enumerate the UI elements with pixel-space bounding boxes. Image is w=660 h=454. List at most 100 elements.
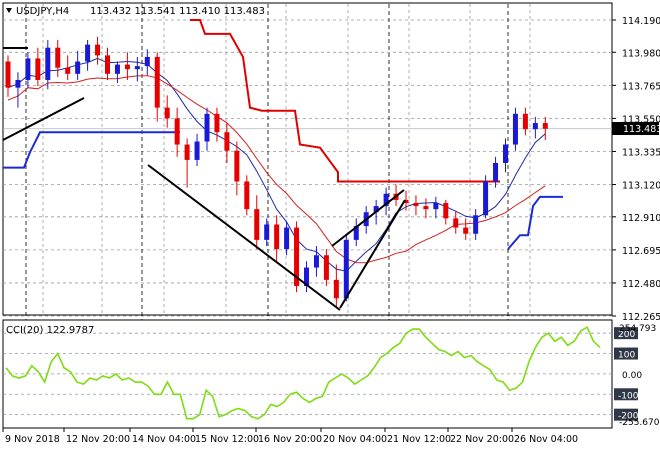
cci-level-label: 0.00	[622, 371, 642, 381]
candle-body	[542, 123, 548, 129]
candle-body	[35, 58, 41, 80]
candle-body	[184, 144, 190, 160]
candle-body	[164, 107, 170, 119]
price-tick-label: 113.120	[622, 181, 660, 192]
time-tick-label: 9 Nov 2018	[5, 434, 60, 445]
price-tick-label: 114.190	[622, 16, 660, 27]
cci-axis: 200 100 0.00 -100 -200	[614, 327, 642, 422]
cci-line	[5, 325, 601, 420]
candle-body	[25, 58, 31, 80]
time-tick-label: 14 Nov 04:00	[132, 434, 196, 445]
current-price-tag	[612, 122, 659, 135]
candle-body	[204, 113, 210, 142]
time-tick-label: 21 Nov 12:00	[387, 434, 451, 445]
candle-body	[174, 118, 180, 145]
candle-body	[333, 279, 339, 299]
candle-body	[383, 193, 389, 207]
support-stop-line-2	[507, 195, 563, 250]
candle-body	[304, 267, 309, 287]
triangle-down-icon[interactable]	[6, 8, 12, 13]
price-axis[interactable]: 114.190 113.980 113.765 113.550 113.335 113.1…	[612, 16, 660, 323]
cci-title: CCI(20) 122.9787	[6, 325, 94, 336]
candle-body	[284, 227, 290, 250]
candle-body	[55, 47, 61, 68]
cci-min-label: -255.6701	[619, 418, 660, 428]
candle-body	[234, 150, 240, 182]
ohlc-values: 113.432 113.541 113.410 113.483	[90, 6, 265, 17]
candle-body	[522, 113, 528, 130]
candle-body	[323, 255, 329, 280]
cci-level-tag	[614, 327, 638, 340]
trendlines[interactable]	[2, 47, 406, 311]
time-tick-label: 16 Nov 20:00	[258, 434, 322, 445]
candle-body	[105, 55, 110, 74]
candle-body	[95, 44, 101, 56]
candle-body	[294, 227, 300, 287]
candle-body	[423, 206, 429, 210]
time-tick-label: 15 Nov 12:00	[195, 434, 259, 445]
candle-body	[65, 67, 71, 74]
resistance-stop-line	[190, 19, 500, 183]
cci-max-label: 254.793	[619, 324, 656, 334]
candle-body	[512, 113, 518, 145]
candle-body	[453, 218, 459, 228]
candle-body	[403, 199, 409, 203]
cci-level-tag	[614, 408, 638, 421]
candle-body	[114, 64, 120, 74]
candle-body	[274, 224, 280, 250]
trendline[interactable]	[2, 97, 85, 141]
cci-level-label: -100	[618, 391, 639, 401]
price-tick-label: 112.265	[622, 312, 660, 323]
candle-body	[532, 123, 538, 130]
candle-body	[5, 61, 11, 88]
price-tick-label: 113.765	[622, 81, 660, 92]
candles	[5, 36, 548, 308]
cci-level-label: -200	[618, 412, 639, 422]
price-tick-label: 113.335	[622, 147, 660, 158]
main-plot-area[interactable]	[2, 2, 613, 316]
candle-body	[214, 113, 220, 133]
cci-level-label: 200	[618, 330, 635, 340]
time-tick-label: 20 Nov 04:00	[323, 434, 387, 445]
cci-level-tag	[614, 388, 638, 401]
cci-level-tag	[614, 347, 638, 360]
candle-body	[124, 64, 130, 70]
candle-body	[373, 206, 379, 213]
candle-body	[144, 56, 150, 67]
main-gridlines	[3, 19, 612, 317]
price-tick-label: 112.910	[622, 213, 660, 224]
candle-body	[433, 202, 439, 210]
candle-body	[493, 163, 499, 182]
candle-body	[85, 44, 91, 62]
candle-body	[45, 47, 51, 80]
candle-body	[154, 56, 160, 108]
candle-body	[224, 132, 230, 151]
candle-body	[194, 141, 200, 160]
candle-body	[473, 215, 479, 234]
price-tick-label: 113.980	[622, 48, 660, 59]
time-tick-label: 26 Nov 04:00	[514, 434, 578, 445]
candle-body	[134, 66, 140, 70]
cci-plot-area[interactable]	[2, 319, 613, 429]
support-stop-line-1	[3, 131, 180, 169]
candle-body	[443, 202, 449, 219]
time-tick-label: 12 Nov 20:00	[66, 434, 130, 445]
candle-body	[313, 255, 319, 268]
candle-body	[75, 61, 81, 74]
candle-body	[264, 224, 270, 240]
candle-body	[413, 202, 419, 207]
candle-body	[15, 79, 21, 88]
price-tick-label: 112.695	[622, 246, 660, 257]
trendline[interactable]	[331, 189, 405, 247]
candle-body	[483, 181, 489, 216]
candle-body	[343, 239, 349, 299]
symbol-label: USDJPY,H4	[16, 6, 69, 17]
trendline[interactable]	[147, 164, 341, 311]
trendline[interactable]	[339, 199, 406, 309]
candle-body	[244, 181, 250, 210]
candle-body	[503, 144, 508, 164]
candle-body	[463, 227, 469, 234]
